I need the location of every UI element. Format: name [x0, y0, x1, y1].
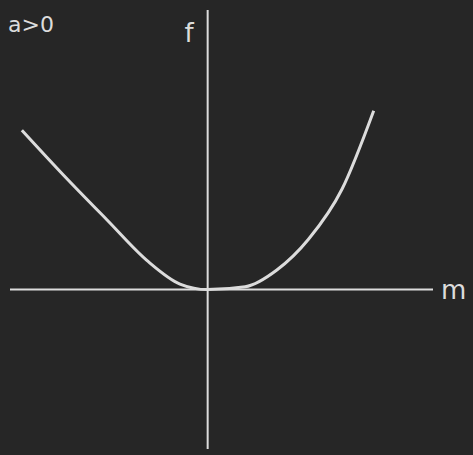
html-text:a>0: a>0: [8, 12, 54, 37]
svg-text:f: f: [185, 18, 195, 48]
svg-text:m: m: [441, 275, 466, 305]
